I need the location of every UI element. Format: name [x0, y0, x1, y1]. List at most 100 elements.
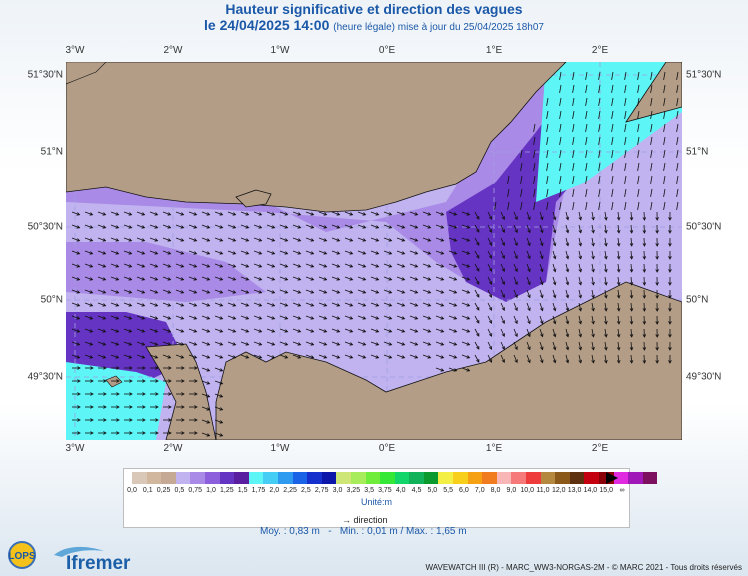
- direction-arrowhead: [258, 277, 263, 281]
- direction-arrow: [552, 341, 556, 350]
- direction-arrowhead: [604, 359, 608, 364]
- direction-arrow: [240, 328, 249, 333]
- color-bar-swatch: [161, 472, 176, 484]
- direction-arrow: [604, 315, 607, 324]
- direction-arrow: [585, 110, 588, 119]
- direction-arrowhead: [128, 264, 133, 268]
- direction-arrow: [552, 276, 556, 285]
- direction-arrowhead: [76, 342, 81, 346]
- direction-arrow: [110, 224, 119, 229]
- direction-arrow: [637, 123, 640, 132]
- direction-arrow: [175, 276, 184, 281]
- wave-map[interactable]: [66, 62, 682, 440]
- direction-arrow: [71, 341, 80, 346]
- direction-arrowhead: [591, 307, 595, 312]
- direction-arrow: [448, 250, 457, 255]
- direction-arrowhead: [102, 329, 107, 333]
- direction-arrow: [474, 237, 480, 246]
- direction-arrowhead: [362, 316, 367, 320]
- direction-arrow: [520, 149, 523, 158]
- direction-arrow: [598, 71, 601, 80]
- direction-arrowhead: [388, 238, 393, 242]
- direction-arrow: [292, 328, 301, 333]
- direction-arrowhead: [245, 342, 250, 346]
- direction-arrowhead: [591, 359, 595, 364]
- color-bar-tick-label: 2,5: [300, 487, 311, 494]
- direction-arrow: [513, 211, 518, 220]
- direction-arrowhead: [642, 308, 647, 312]
- direction-arrowhead: [89, 329, 94, 333]
- direction-arrow: [520, 188, 523, 197]
- latitude-label-left: 51°N: [40, 146, 63, 158]
- direction-arrowhead: [336, 238, 341, 242]
- direction-arrowhead: [642, 243, 647, 247]
- color-bar-tick-label: 3,75: [378, 487, 392, 494]
- direction-arrow: [539, 328, 543, 337]
- direction-arrowhead: [349, 225, 354, 229]
- direction-arrowhead: [258, 225, 263, 229]
- direction-arrow: [526, 315, 531, 324]
- direction-arrowhead: [232, 212, 237, 216]
- direction-arrow: [266, 263, 275, 268]
- direction-arrowhead: [488, 216, 493, 220]
- direction-arrow: [331, 276, 340, 281]
- direction-arrowhead: [232, 355, 237, 359]
- direction-arrow: [494, 201, 497, 210]
- direction-arrow: [507, 201, 510, 210]
- ifremer-logo-text: Ifremer: [66, 553, 131, 574]
- direction-key: → direction: [342, 515, 388, 525]
- direction-arrowhead: [514, 294, 518, 299]
- direction-arrow: [604, 211, 607, 220]
- direction-arrowhead: [375, 355, 380, 359]
- direction-arrowhead: [578, 333, 582, 338]
- longitude-label-top: 1°E: [485, 45, 503, 56]
- direction-arrowhead: [155, 418, 159, 422]
- direction-arrow: [591, 289, 594, 298]
- direction-arrow: [214, 237, 223, 242]
- direction-arrowhead: [129, 431, 133, 435]
- direction-arrow: [162, 250, 171, 255]
- direction-arrowhead: [155, 366, 159, 370]
- color-bar-tick-label: 1,75: [251, 487, 266, 494]
- direction-arrow: [663, 84, 666, 93]
- latitude-label-left: 50°30'N: [27, 221, 63, 233]
- direction-arrowhead: [271, 277, 276, 281]
- direction-arrow: [513, 302, 518, 311]
- direction-arrow: [84, 211, 93, 216]
- direction-arrow: [611, 84, 614, 93]
- direction-arrow: [344, 211, 353, 216]
- color-bar-tick-label: 1,25: [220, 487, 234, 494]
- direction-arrowhead: [642, 282, 647, 286]
- direction-arrowhead: [232, 251, 237, 255]
- direction-arrowhead: [193, 264, 198, 268]
- direction-arrowhead: [232, 290, 237, 294]
- direction-arrow: [663, 149, 666, 158]
- color-bar-swatch: [584, 472, 599, 484]
- direction-arrow: [474, 315, 480, 324]
- direction-arrow: [253, 302, 262, 307]
- direction-arrow: [572, 110, 575, 119]
- direction-arrowhead: [128, 316, 133, 320]
- direction-arrowhead: [552, 333, 557, 338]
- direction-arrowhead: [180, 290, 185, 294]
- direction-arrowhead: [375, 212, 380, 216]
- direction-arrowhead: [616, 294, 621, 299]
- direction-arrowhead: [655, 243, 659, 247]
- color-bar-tick-label: 8,0: [490, 487, 501, 494]
- direction-arrowhead: [388, 264, 393, 268]
- direction-arrowhead: [427, 264, 432, 268]
- direction-arrowhead: [476, 333, 480, 337]
- color-bar-tick-label: 2,25: [283, 487, 297, 494]
- direction-arrowhead: [141, 225, 146, 229]
- direction-arrow: [539, 302, 543, 311]
- direction-arrow: [214, 393, 223, 398]
- direction-arrowhead: [193, 290, 198, 294]
- direction-arrow: [136, 211, 145, 216]
- direction-arrowhead: [194, 392, 198, 396]
- direction-arrow: [578, 211, 582, 220]
- direction-arrowhead: [488, 333, 493, 337]
- direction-arrowhead: [476, 242, 480, 246]
- direction-arrowhead: [655, 282, 659, 286]
- direction-arrowhead: [604, 268, 608, 273]
- ifremer-logo-mark: [54, 546, 104, 557]
